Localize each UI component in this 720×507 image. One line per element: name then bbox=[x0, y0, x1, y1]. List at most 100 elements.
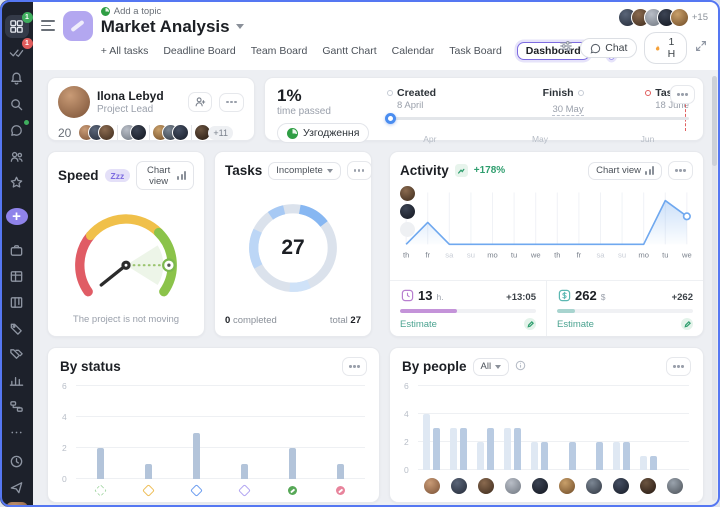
gridline: 2 bbox=[62, 443, 365, 453]
avatar[interactable] bbox=[669, 8, 689, 27]
day-label: su bbox=[618, 251, 626, 260]
bar-chart-icon bbox=[645, 166, 654, 175]
tab-calendar[interactable]: Calendar bbox=[391, 44, 435, 57]
status-done-icon[interactable] bbox=[288, 486, 298, 495]
add-topic-button[interactable]: Add a topic bbox=[100, 6, 551, 17]
sidebar-item-send[interactable] bbox=[5, 476, 29, 499]
tab-dashboard[interactable]: Dashboard bbox=[516, 41, 590, 60]
status-review-icon[interactable] bbox=[238, 484, 251, 497]
avatar[interactable] bbox=[612, 477, 631, 495]
status-in-progress-icon[interactable] bbox=[190, 484, 203, 497]
avatar[interactable] bbox=[558, 477, 577, 495]
add-member-button[interactable] bbox=[188, 92, 212, 112]
card-menu-button[interactable] bbox=[666, 357, 691, 376]
members-overflow-count[interactable]: +11 bbox=[208, 125, 233, 140]
scrollbar[interactable] bbox=[712, 76, 717, 501]
sidebar-item-team[interactable] bbox=[5, 145, 29, 168]
chat-unread-dot bbox=[22, 119, 30, 126]
bell-icon bbox=[11, 72, 22, 85]
axis-month: Apr bbox=[423, 134, 437, 144]
tasks-filter-select[interactable]: Incomplete bbox=[268, 161, 341, 180]
info-icon[interactable] bbox=[515, 358, 526, 376]
avatar[interactable] bbox=[400, 186, 415, 201]
bar-done bbox=[649, 456, 657, 470]
sidebar-item-notifications[interactable] bbox=[5, 67, 29, 90]
sidebar-item-timer[interactable] bbox=[5, 450, 29, 473]
sidebar-item-tags[interactable] bbox=[5, 317, 29, 340]
bar-group bbox=[450, 386, 468, 470]
hours-value: 13 bbox=[418, 288, 433, 303]
avatar[interactable] bbox=[476, 477, 495, 495]
header-avatar-stack[interactable]: +15 bbox=[617, 8, 708, 27]
avatar[interactable] bbox=[639, 477, 658, 495]
sidebar-item-dashboard[interactable]: 1 bbox=[4, 12, 33, 38]
stage-button[interactable]: Узгодження bbox=[277, 123, 370, 143]
avatar[interactable] bbox=[130, 124, 148, 141]
briefcase-icon bbox=[10, 245, 23, 256]
sidebar-item-board[interactable] bbox=[5, 291, 29, 314]
card-title: By status bbox=[60, 359, 121, 374]
sidebar-item-more[interactable] bbox=[5, 421, 29, 444]
edit-estimate-icon[interactable] bbox=[681, 318, 693, 330]
sidebar-item-reports[interactable] bbox=[5, 369, 29, 392]
status-cancelled-icon[interactable] bbox=[336, 486, 346, 495]
integrations-icon[interactable] bbox=[559, 39, 573, 58]
sidebar-item-table[interactable] bbox=[5, 265, 29, 288]
timer-button[interactable]: 1 H bbox=[644, 32, 687, 64]
status-new-icon[interactable] bbox=[93, 484, 107, 497]
avatar[interactable] bbox=[666, 477, 685, 495]
card-menu-button[interactable] bbox=[670, 85, 695, 104]
dashboard-main: Ilona Lebyd Project Lead 20 +11 bbox=[33, 70, 720, 507]
stage-button-label: Узгодження bbox=[303, 127, 360, 139]
expand-icon[interactable] bbox=[694, 39, 708, 58]
avatar[interactable] bbox=[530, 477, 549, 495]
page-title[interactable]: Market Analysis bbox=[101, 17, 551, 37]
lead-avatar[interactable] bbox=[58, 86, 90, 118]
edit-estimate-icon[interactable] bbox=[524, 318, 536, 330]
milestone-dot-red bbox=[645, 90, 652, 96]
avatar[interactable] bbox=[98, 124, 116, 141]
sidebar-item-projects[interactable] bbox=[5, 239, 29, 262]
chart-view-button[interactable]: Chart view bbox=[136, 161, 194, 190]
tab--all-tasks[interactable]: + All tasks bbox=[100, 44, 149, 57]
avatar[interactable] bbox=[585, 477, 604, 495]
avatar[interactable] bbox=[449, 477, 468, 495]
add-project-button[interactable]: + bbox=[5, 208, 28, 225]
money-unit: $ bbox=[600, 292, 606, 302]
sidebar-item-search[interactable] bbox=[5, 93, 29, 116]
milestone-label: Created bbox=[397, 87, 437, 99]
chart-view-button[interactable]: Chart view bbox=[588, 161, 662, 180]
avatar[interactable] bbox=[503, 477, 522, 495]
card-menu-button[interactable] bbox=[668, 161, 693, 180]
status-planned-icon[interactable] bbox=[141, 484, 155, 497]
avatar[interactable] bbox=[422, 477, 441, 495]
sidebar-item-approvals[interactable]: 1 bbox=[5, 38, 33, 64]
project-icon[interactable] bbox=[62, 11, 93, 41]
people-filter-select[interactable]: All bbox=[472, 357, 510, 376]
avatars-overflow-count[interactable]: +15 bbox=[691, 12, 708, 23]
tab-gantt-chart[interactable]: Gantt Chart bbox=[322, 44, 377, 57]
tab-task-board[interactable]: Task Board bbox=[449, 44, 502, 57]
bar-group bbox=[612, 386, 630, 470]
tab-deadline-board[interactable]: Deadline Board bbox=[163, 44, 236, 57]
current-user-avatar[interactable] bbox=[5, 502, 28, 507]
sidebar-item-labels[interactable] bbox=[5, 343, 29, 366]
chat-button[interactable]: Chat bbox=[580, 38, 638, 58]
timeline-track[interactable] bbox=[385, 112, 689, 124]
menu-toggle-icon[interactable] bbox=[41, 20, 55, 64]
milestone-date[interactable]: 30 May bbox=[552, 104, 584, 116]
sidebar-item-favorites[interactable] bbox=[5, 171, 29, 194]
card-menu-button[interactable] bbox=[219, 92, 244, 112]
avatar[interactable] bbox=[400, 204, 415, 219]
sidebar-item-chat[interactable] bbox=[5, 119, 30, 142]
avatar[interactable] bbox=[172, 124, 190, 141]
timeline-progress-dot[interactable] bbox=[385, 112, 396, 124]
card-menu-button[interactable] bbox=[342, 357, 367, 376]
sidebar-item-workflow[interactable] bbox=[5, 395, 29, 418]
activity-user-filters[interactable] bbox=[400, 186, 415, 237]
chevron-down-icon bbox=[495, 364, 502, 369]
completed-stat: 0 completed bbox=[225, 315, 277, 326]
tab-team-board[interactable]: Team Board bbox=[250, 44, 308, 57]
avatar-ghost[interactable] bbox=[400, 222, 415, 237]
card-menu-button[interactable] bbox=[346, 161, 372, 180]
